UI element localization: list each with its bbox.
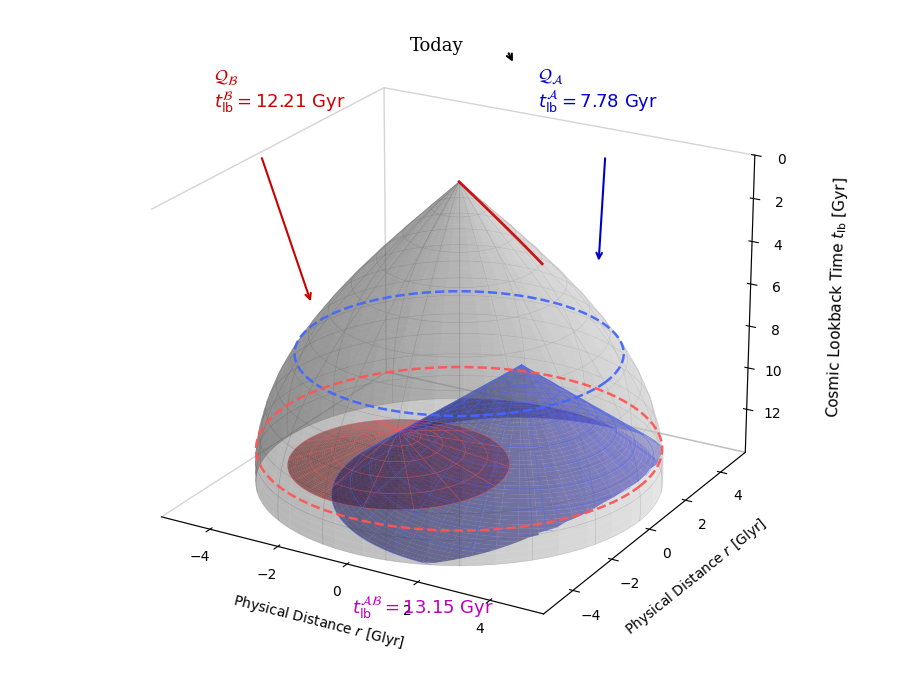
Y-axis label: Physical Distance $r$ [Glyr]: Physical Distance $r$ [Glyr] [622,515,771,639]
Text: $t_{\mathrm{lb}}^{\mathcal{AB}}=13.15$ Gyr: $t_{\mathrm{lb}}^{\mathcal{AB}}=13.15$ G… [352,595,494,622]
Text: Today: Today [410,37,464,55]
Text: $\mathcal{Q}_{\mathcal{A}}$
$t_{\mathrm{lb}}^{\mathcal{A}}=7.78$ Gyr: $\mathcal{Q}_{\mathcal{A}}$ $t_{\mathrm{… [538,67,658,116]
X-axis label: Physical Distance $r$ [Glyr]: Physical Distance $r$ [Glyr] [230,592,406,652]
Text: $\mathcal{Q}_{\mathcal{B}}$
$t_{\mathrm{lb}}^{\mathcal{B}}=12.21$ Gyr: $\mathcal{Q}_{\mathcal{B}}$ $t_{\mathrm{… [213,68,345,116]
